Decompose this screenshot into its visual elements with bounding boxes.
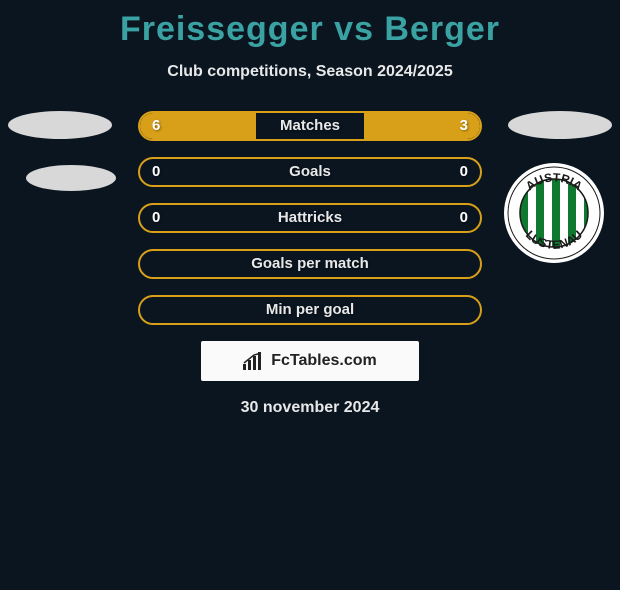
stat-value-right: 0 [460, 159, 468, 185]
comparison-content: AUSTRIA LUSTENAU Matches63Goals00Hattric… [0, 111, 620, 417]
stat-value-left: 0 [152, 205, 160, 231]
stat-value-left: 6 [152, 113, 160, 139]
club-badge-icon: AUSTRIA LUSTENAU [502, 161, 606, 265]
ellipse-icon [8, 111, 112, 139]
stat-row: Goals per match [138, 249, 482, 279]
stat-row: Min per goal [138, 295, 482, 325]
page-title: Freissegger vs Berger [0, 10, 620, 49]
subtitle: Club competitions, Season 2024/2025 [0, 63, 620, 81]
chart-icon [243, 352, 265, 370]
stat-label: Goals per match [140, 251, 480, 277]
stat-row: Hattricks0 0 [138, 203, 482, 233]
stat-value-right: 3 [460, 113, 468, 139]
stat-label: Goals [140, 159, 480, 185]
ellipse-icon [508, 111, 612, 139]
date-text: 30 november 2024 [0, 399, 620, 417]
stat-label: Matches [140, 113, 480, 139]
stat-row: Matches6 3 [138, 111, 482, 141]
brand-badge[interactable]: FcTables.com [201, 341, 419, 381]
stat-label: Hattricks [140, 205, 480, 231]
ellipse-icon [26, 165, 116, 191]
stat-label: Min per goal [140, 297, 480, 323]
left-player-silhouette [8, 111, 116, 217]
stat-value-right: 0 [460, 205, 468, 231]
stat-value-left: 0 [152, 159, 160, 185]
right-player-silhouette [508, 111, 612, 165]
stats-list: Matches63Goals00Hattricks00Goals per mat… [138, 111, 482, 325]
brand-text: FcTables.com [271, 352, 377, 370]
stat-row: Goals0 0 [138, 157, 482, 187]
